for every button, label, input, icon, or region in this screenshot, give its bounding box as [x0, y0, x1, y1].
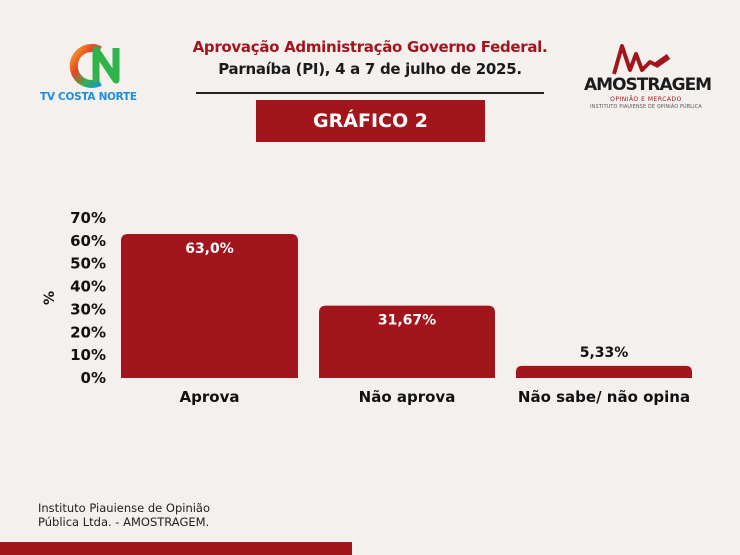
cn-logo-icon: [69, 44, 120, 88]
amostragem-logo-icon: [612, 44, 671, 75]
y-tick-label: 30%: [70, 300, 106, 318]
data-label: 31,67%: [378, 313, 436, 329]
chart-number-banner: GRÁFICO 2: [256, 100, 485, 142]
tv-costa-norte-name: TV COSTA NORTE: [40, 91, 137, 103]
y-tick-label: 0%: [81, 369, 106, 387]
y-tick-label: 20%: [70, 323, 106, 341]
amostragem-tagline: OPINIÃO E MERCADO: [610, 96, 682, 103]
bar: [121, 234, 298, 378]
x-tick-label: Aprova: [180, 388, 240, 406]
amostragem-logo: [584, 40, 708, 118]
page-title: Aprovação Administração Governo Federal.: [192, 38, 548, 56]
bottom-accent-bar: [0, 542, 352, 555]
page-subtitle: Parnaíba (PI), 4 a 7 de julho de 2025.: [218, 60, 522, 78]
source-note: Instituto Piauiense de Opinião Pública L…: [38, 501, 298, 529]
y-tick-label: 60%: [70, 232, 106, 250]
data-label: 63,0%: [185, 241, 234, 257]
source-line-2: Pública Ltda. - AMOSTRAGEM.: [38, 515, 210, 529]
title-divider: [196, 92, 544, 94]
y-axis-label: %: [42, 291, 58, 305]
bar-chart: % 0% 10% 20% 30% 40% 50% 60% 70% 63,0% Aprova 31,67…: [42, 209, 692, 406]
source-line-1: Instituto Piauiense de Opinião: [38, 501, 211, 515]
y-tick-label: 70%: [70, 209, 106, 227]
y-tick-label: 40%: [70, 278, 106, 296]
data-label: 5,33%: [580, 345, 629, 361]
y-tick-label: 10%: [70, 346, 106, 364]
y-tick-label: 50%: [70, 255, 106, 273]
bar: [319, 305, 495, 378]
x-tick-label: Não sabe/ não opina: [518, 388, 690, 406]
amostragem-subtitle: INSTITUTO PIAUIENSE DE OPINIÃO PÚBLICA: [590, 105, 702, 110]
tv-costa-norte-logo: [40, 44, 150, 106]
bar: [516, 365, 692, 378]
x-tick-label: Não aprova: [359, 388, 456, 406]
amostragem-name: AMOSTRAGEM: [584, 75, 712, 95]
